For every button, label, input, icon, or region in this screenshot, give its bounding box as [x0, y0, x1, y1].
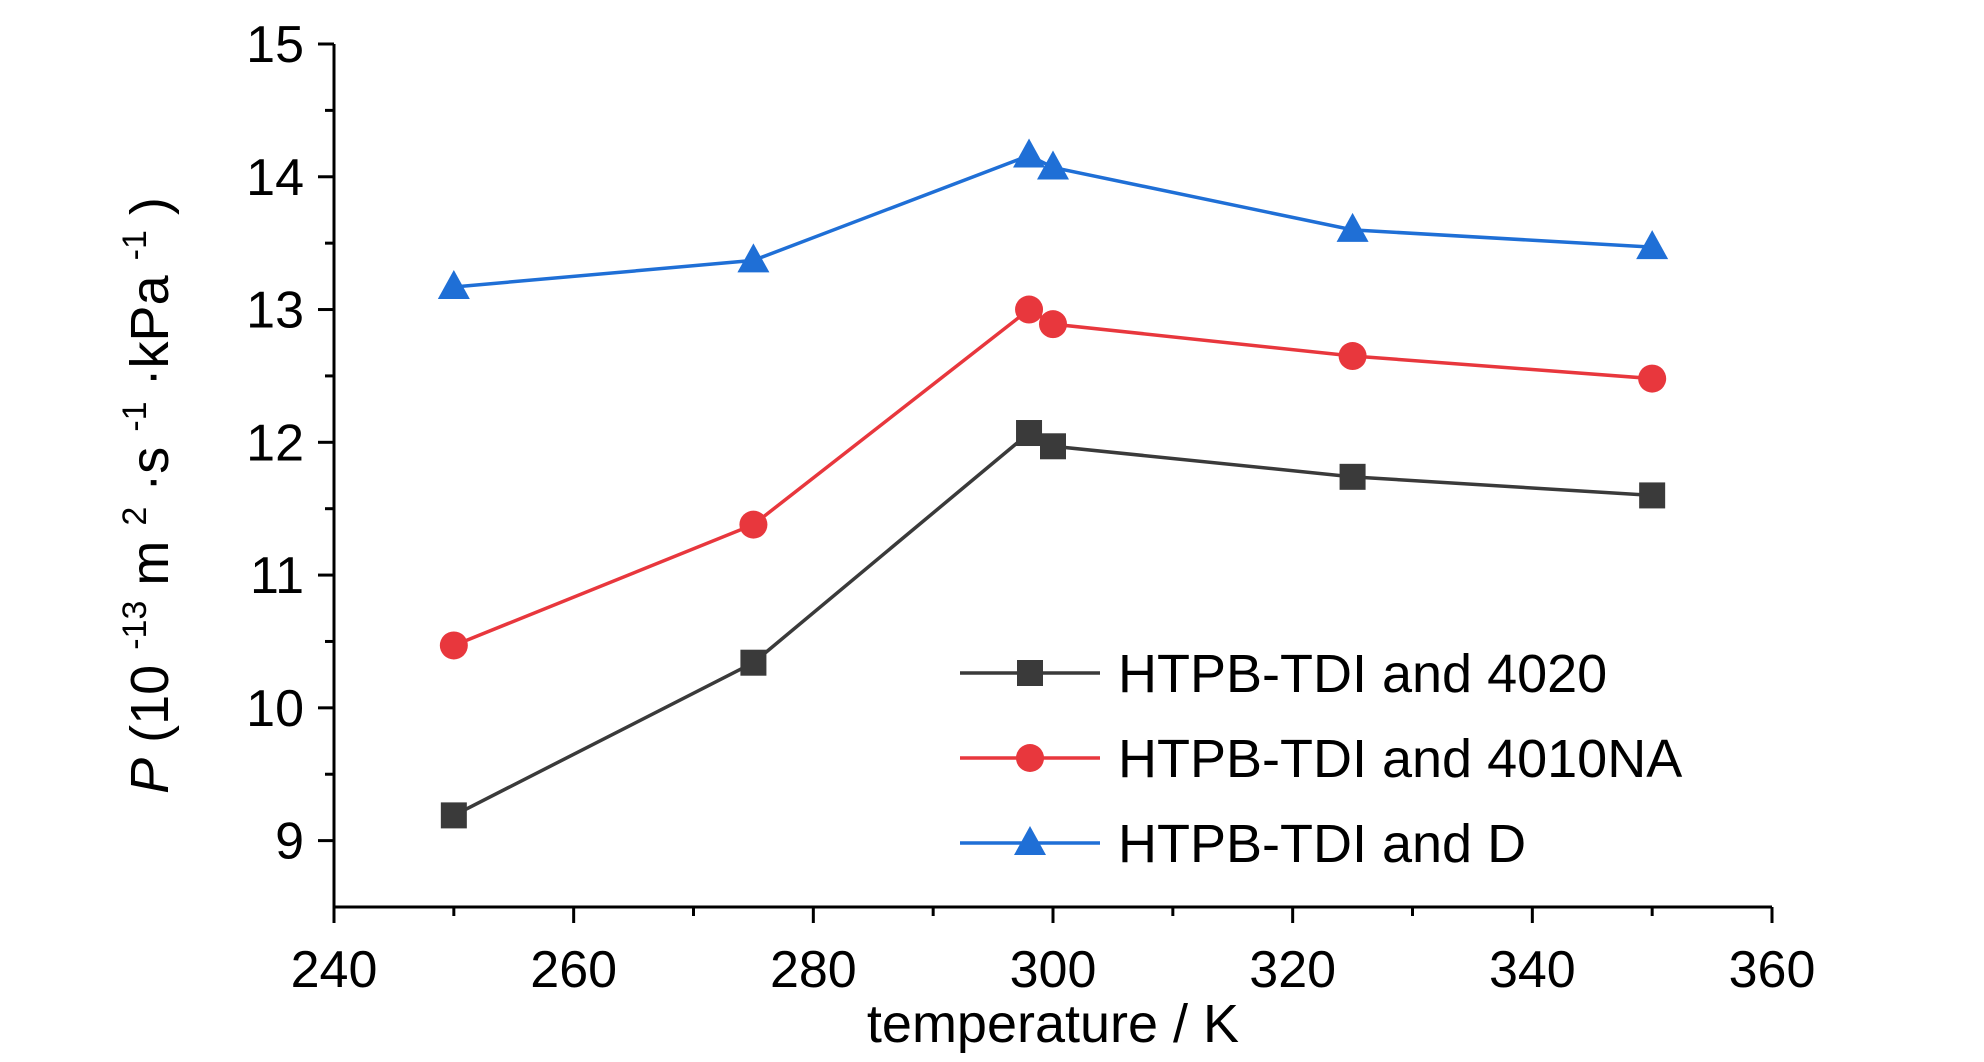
- data-point: [440, 802, 467, 829]
- data-point: [1013, 138, 1046, 168]
- x-tick-label: 280: [770, 941, 857, 999]
- y-tick-label: 12: [246, 414, 304, 472]
- x-axis-title: temperature / K: [867, 994, 1239, 1054]
- y-axis-s: ·s: [120, 447, 180, 492]
- y-axis-kpa: ·kPa: [120, 274, 180, 386]
- legend-item: HTPB-TDI and 4010NA: [960, 729, 1682, 789]
- y-tick-label: 9: [275, 813, 304, 871]
- data-point: [1016, 420, 1043, 447]
- axes: 240 260 280 300 320 340 360 9 10 11 12 13 14 15: [246, 16, 1815, 999]
- y-axis-exp4: -1: [116, 230, 154, 260]
- series-1: [440, 420, 1666, 829]
- y-axis-m: m: [120, 541, 180, 586]
- y-axis-close: ): [120, 197, 180, 215]
- data-point: [1040, 433, 1066, 460]
- legend-item: HTPB-TDI and 4020: [960, 644, 1607, 704]
- y-tick-label: 14: [246, 149, 304, 207]
- data-point: [1015, 295, 1044, 324]
- y-axis-exp2: 2: [116, 507, 154, 526]
- data-point: [1339, 463, 1366, 490]
- y-tick-label: 10: [246, 680, 304, 738]
- data-point: [1037, 150, 1069, 180]
- y-axis-exp3: -1: [116, 401, 154, 431]
- data-point: [1638, 364, 1667, 393]
- y-axis-exp1: -13: [116, 601, 154, 650]
- series-layer: [437, 138, 1669, 829]
- data-point: [740, 649, 767, 676]
- y-tick-label: 13: [246, 282, 304, 340]
- data-point: [1636, 230, 1669, 260]
- x-tick-label: 240: [291, 941, 378, 999]
- legend-marker: [1017, 660, 1043, 686]
- data-point: [739, 510, 768, 539]
- data-point: [1639, 482, 1666, 509]
- data-point: [737, 243, 770, 273]
- legend-marker: [1014, 826, 1046, 855]
- legend-marker: [1016, 744, 1044, 772]
- y-axis-open: (10: [120, 665, 180, 743]
- series-3: [437, 138, 1669, 299]
- data-point: [1338, 342, 1367, 371]
- legend-item: HTPB-TDI and D: [960, 814, 1526, 874]
- data-point: [437, 269, 470, 299]
- x-tick-label: 360: [1729, 941, 1816, 999]
- data-point: [439, 631, 468, 660]
- legend-label: HTPB-TDI and D: [1118, 814, 1526, 874]
- x-tick-label: 260: [530, 941, 617, 999]
- y-tick-label: 11: [250, 547, 304, 605]
- data-point: [1336, 212, 1369, 242]
- x-tick-label: 300: [1010, 941, 1097, 999]
- y-axis-symbol: P: [120, 758, 180, 794]
- y-tick-label: 15: [246, 16, 304, 74]
- legend: HTPB-TDI and 4020 HTPB-TDI and 4010NA HTPB…: [960, 644, 1682, 874]
- y-axis-title: P (10 -13 m 2 ·s -1 ·kPa -1 ): [98, 197, 180, 794]
- x-tick-label: 320: [1249, 941, 1336, 999]
- series-2: [439, 295, 1667, 660]
- legend-label: HTPB-TDI and 4020: [1118, 644, 1607, 704]
- series-line: [453, 307, 1653, 648]
- legend-label: HTPB-TDI and 4010NA: [1118, 729, 1682, 789]
- data-point: [1039, 310, 1067, 339]
- x-tick-label: 340: [1489, 941, 1576, 999]
